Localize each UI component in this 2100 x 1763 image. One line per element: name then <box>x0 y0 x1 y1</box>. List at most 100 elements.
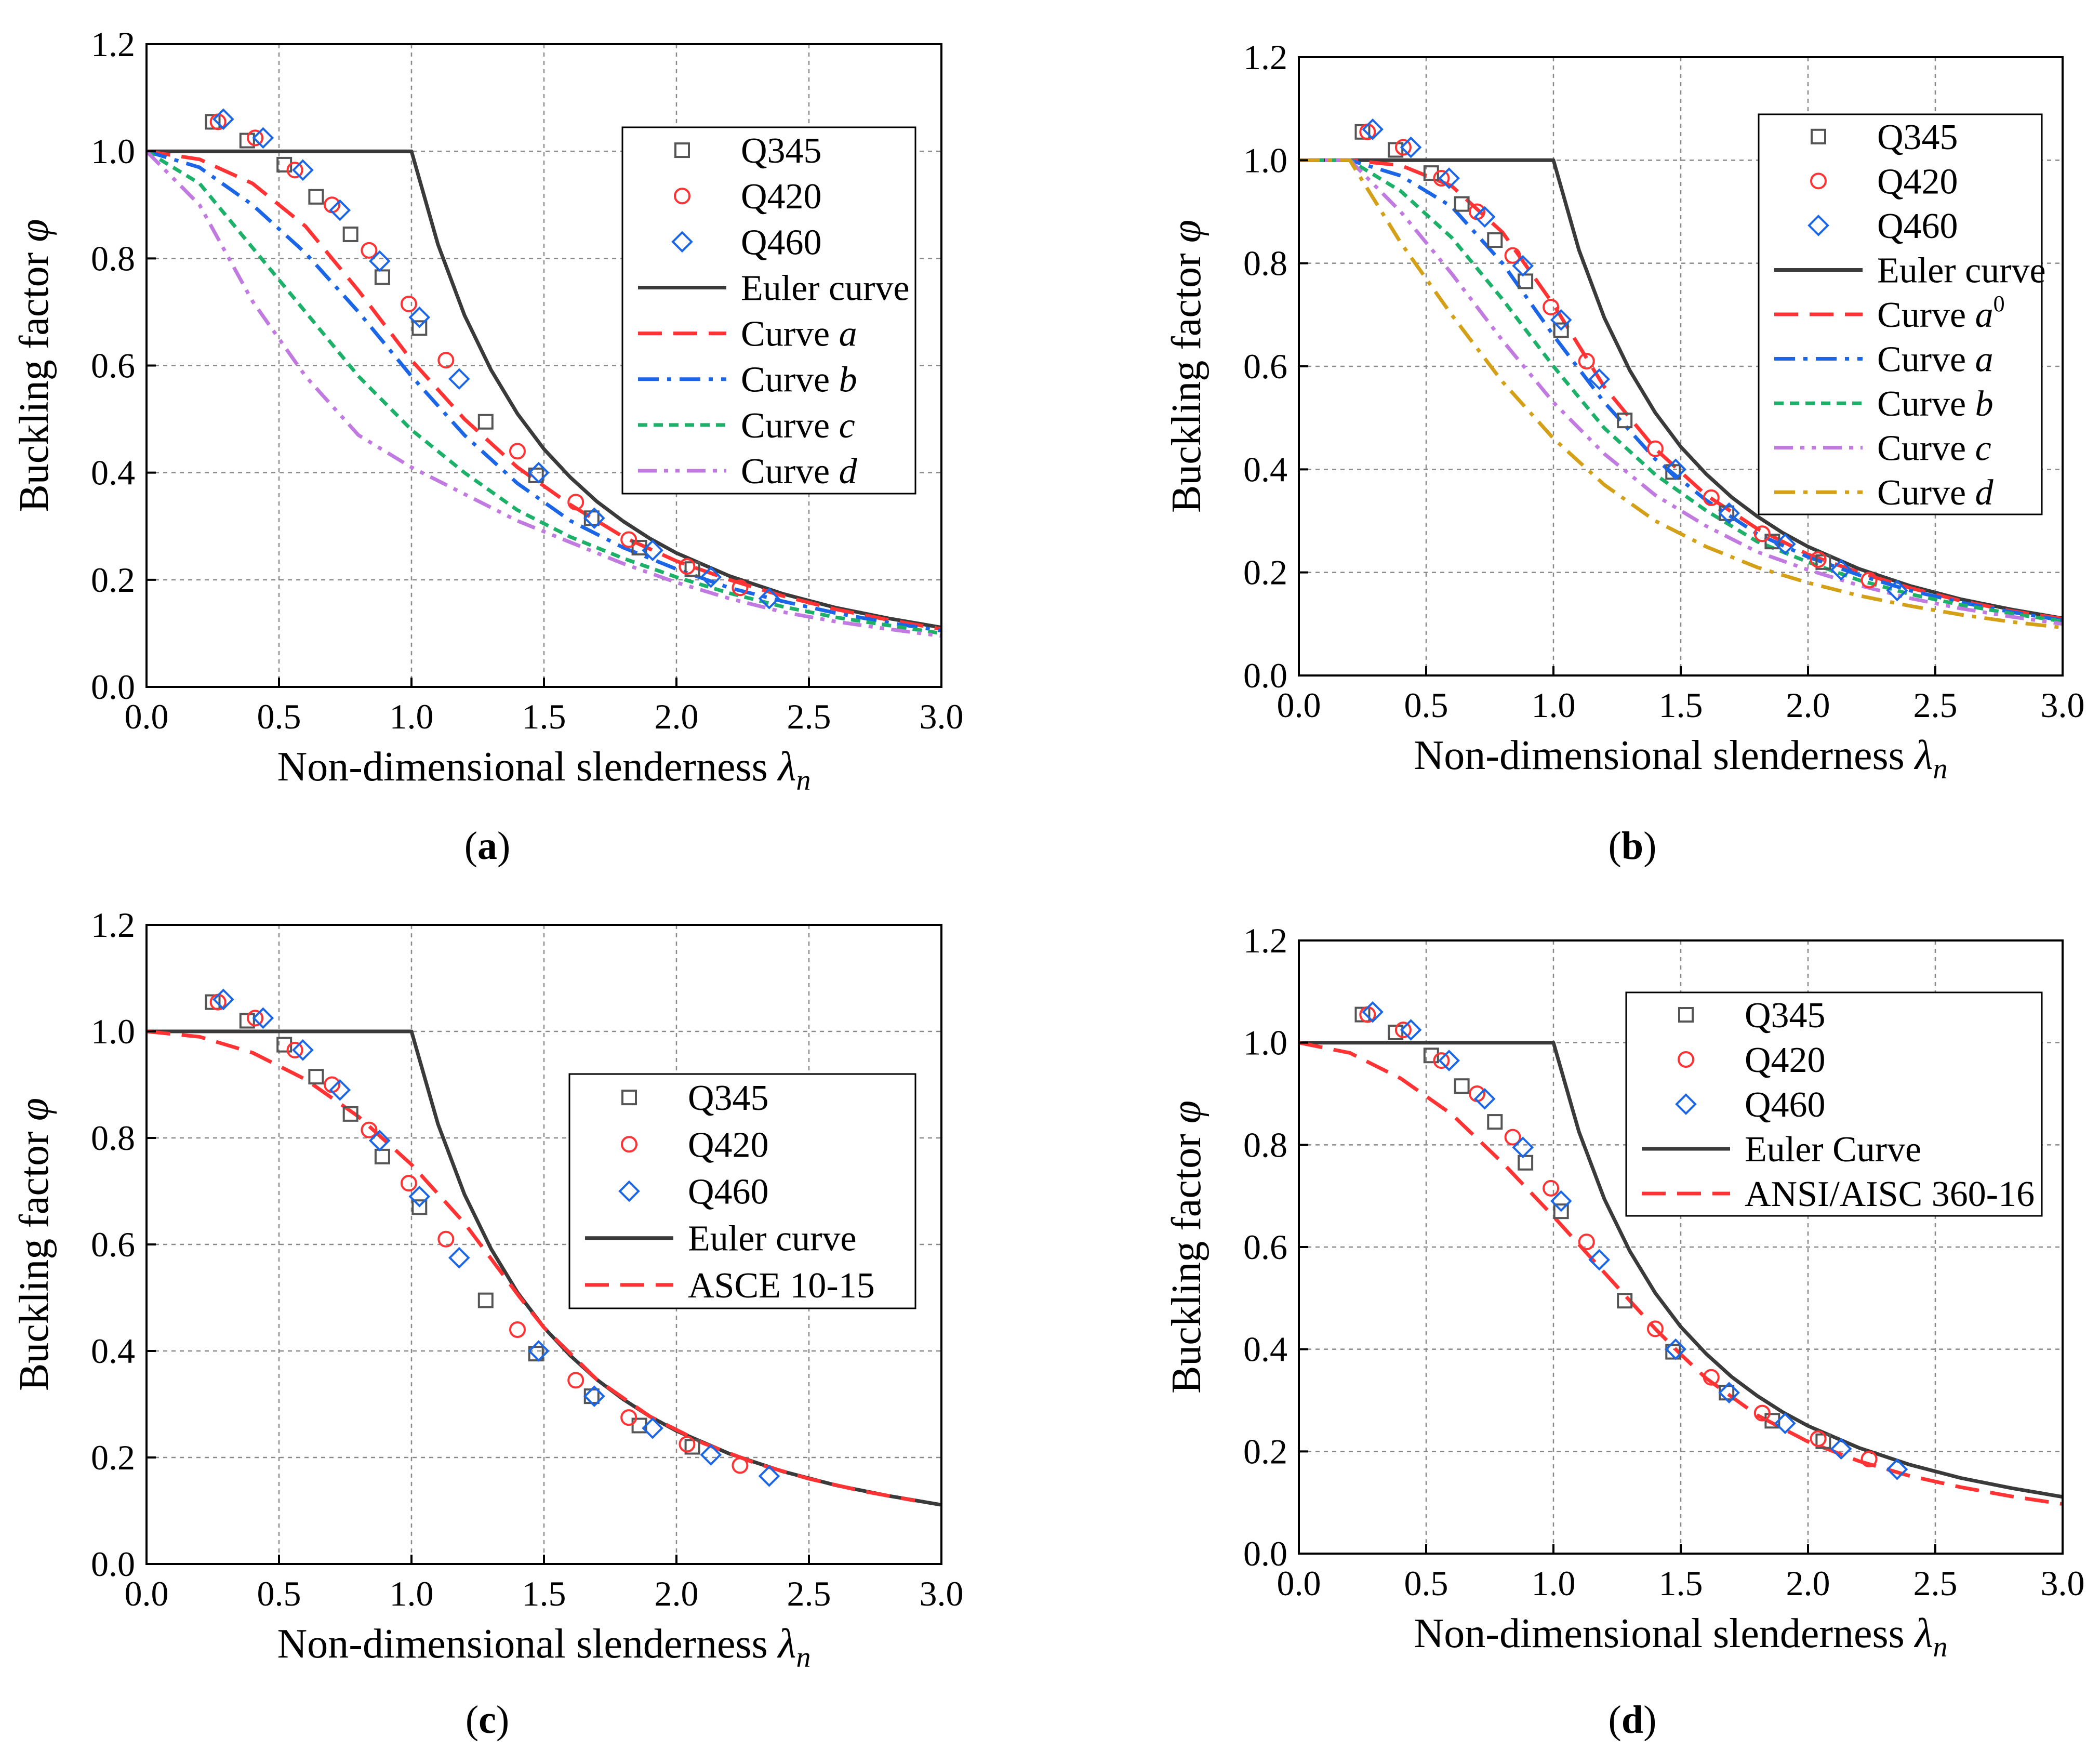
chart-panel-2: 0.0 0.5 1.0 1.5 2.0 2.5 3.0 0.0 0.2 0.4 0.6 0.8 1.0 1… <box>1164 37 2085 868</box>
data-point-q460 <box>1665 458 1687 481</box>
data-point-q420 <box>567 1372 584 1389</box>
legend-label: Q460 <box>688 1172 769 1212</box>
x-tick-label: 2.5 <box>787 1574 831 1613</box>
legend-label: Q420 <box>1877 162 1958 202</box>
legend-label: Curve b <box>1877 384 1993 424</box>
legend-marker-q345 <box>621 1090 637 1106</box>
data-point-q460 <box>1512 255 1534 277</box>
grid <box>147 44 941 687</box>
data-point-q420 <box>1860 1451 1878 1468</box>
data-point-q345 <box>1665 1344 1681 1360</box>
data-point-q420 <box>509 1321 526 1338</box>
data-point-q345 <box>342 226 358 242</box>
series-line-asce-10-15 <box>146 1029 915 1503</box>
legend-label: Curve d <box>1877 473 1994 513</box>
y-tick-label: 0.8 <box>1243 1125 1287 1164</box>
data-point-q420 <box>361 242 378 259</box>
data-point-q345 <box>1518 1155 1534 1171</box>
data-point-q420 <box>1433 1052 1450 1069</box>
data-point-q420 <box>1504 1129 1521 1146</box>
data-point-q345 <box>1354 1006 1371 1023</box>
panel-caption: (c) <box>466 1698 509 1742</box>
data-point-q345 <box>374 1148 390 1164</box>
data-point-q460 <box>368 250 391 272</box>
legend-label: Q345 <box>741 131 822 171</box>
legend-marker-q420 <box>1810 173 1827 190</box>
data-point-q460 <box>1362 118 1384 140</box>
data-point-q420 <box>400 295 417 312</box>
data-point-q420 <box>1578 1234 1595 1251</box>
x-tick-label: 0.0 <box>125 1574 169 1613</box>
data-point-q460 <box>1473 206 1496 228</box>
data-point-q460 <box>642 1417 663 1439</box>
data-point-q460 <box>368 1130 391 1151</box>
data-point-q460 <box>292 1039 314 1061</box>
data-point-q460 <box>1512 1136 1534 1159</box>
y-tick-label: 0.0 <box>91 1544 135 1584</box>
legend-label: Q420 <box>741 177 822 217</box>
y-tick-label: 0.0 <box>1243 656 1287 695</box>
data-point-q460 <box>1550 1190 1572 1212</box>
legend-box <box>568 1073 916 1309</box>
legend-box <box>621 126 916 495</box>
legend-marker-q460 <box>671 231 693 253</box>
series-line-curve-d <box>145 150 942 638</box>
data-point-q460 <box>527 1340 550 1362</box>
x-axis-label: Non-dimensional slenderness λn <box>277 1621 811 1674</box>
x-tick-label: 0.5 <box>257 1574 301 1613</box>
data-point-q460 <box>1550 309 1572 331</box>
legend-label: Curve c <box>741 406 855 446</box>
x-tick-label: 0.0 <box>1277 1563 1321 1603</box>
points-q345 <box>205 114 700 577</box>
data-point-q420 <box>1810 1430 1827 1447</box>
series-line-curve-c <box>145 150 942 635</box>
panel-caption: (a) <box>464 824 511 868</box>
y-tick-label: 0.6 <box>91 1225 135 1264</box>
data-point-q460 <box>1718 1382 1740 1404</box>
data-point-q345 <box>1617 1293 1633 1309</box>
y-tick-label: 0.4 <box>1243 449 1287 489</box>
data-point-q460 <box>1774 533 1796 555</box>
chart-panel-4: 0.0 0.5 1.0 1.5 2.0 2.5 3.0 0.0 0.2 0.4 0.6 0.8 1.0 1… <box>1164 921 2085 1742</box>
data-point-q420 <box>679 1436 696 1453</box>
data-point-q420 <box>509 443 526 460</box>
data-point-q420 <box>286 162 303 179</box>
points-q460 <box>212 108 780 609</box>
data-point-q345 <box>1388 1025 1404 1040</box>
data-point-q420 <box>1753 1404 1771 1422</box>
chart-panel-3: 0.0 0.5 1.0 1.5 2.0 2.5 3.0 0.0 0.2 0.4 0.6 0.8 1.0 1… <box>11 905 964 1742</box>
x-tick-label: 1.0 <box>390 697 434 736</box>
data-point-q460 <box>1830 559 1852 581</box>
data-point-q460 <box>408 306 431 328</box>
x-tick-label: 1.5 <box>1659 685 1703 725</box>
legend-box <box>1758 113 2043 515</box>
data-point-q460 <box>252 127 274 149</box>
y-axis-label: Buckling factor φ <box>11 219 57 512</box>
data-point-q345 <box>205 994 221 1010</box>
legend-label: Q345 <box>1877 117 1958 157</box>
x-tick-label: 0.5 <box>1404 1563 1448 1603</box>
data-point-q460 <box>292 159 314 181</box>
y-tick-label: 0.4 <box>91 453 135 493</box>
data-point-q460 <box>1400 136 1422 158</box>
y-tick-label: 0.6 <box>1243 347 1287 386</box>
data-point-q460 <box>1588 1249 1611 1271</box>
data-point-q460 <box>408 1185 431 1208</box>
points-q460 <box>1362 1001 1908 1480</box>
series-line-curve-a0 <box>1299 158 2063 621</box>
x-tick-label: 1.5 <box>522 1574 566 1613</box>
data-point-q345 <box>239 1013 255 1029</box>
data-point-q460 <box>527 461 550 484</box>
data-point-q460 <box>1438 1050 1460 1071</box>
data-point-q420 <box>1543 1179 1560 1197</box>
data-point-q345 <box>528 467 544 483</box>
x-tick-label: 3.0 <box>2041 685 2085 725</box>
series-line-curve-a <box>146 149 942 631</box>
data-point-q420 <box>1394 139 1412 156</box>
x-axis-label: Non-dimensional slenderness λn <box>1414 733 1948 785</box>
data-point-q345 <box>342 1106 358 1122</box>
data-point-q420 <box>679 558 696 575</box>
data-point-q420 <box>286 1041 303 1058</box>
series-line-curve-b <box>1299 158 2063 624</box>
legend-label: Q345 <box>688 1078 769 1118</box>
